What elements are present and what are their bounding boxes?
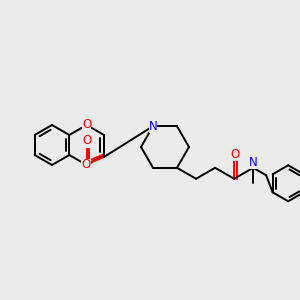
Text: O: O — [82, 134, 91, 148]
Text: O: O — [82, 118, 91, 131]
Text: O: O — [81, 158, 91, 172]
Text: O: O — [230, 148, 240, 161]
Text: N: N — [249, 156, 258, 169]
Text: N: N — [148, 120, 158, 133]
